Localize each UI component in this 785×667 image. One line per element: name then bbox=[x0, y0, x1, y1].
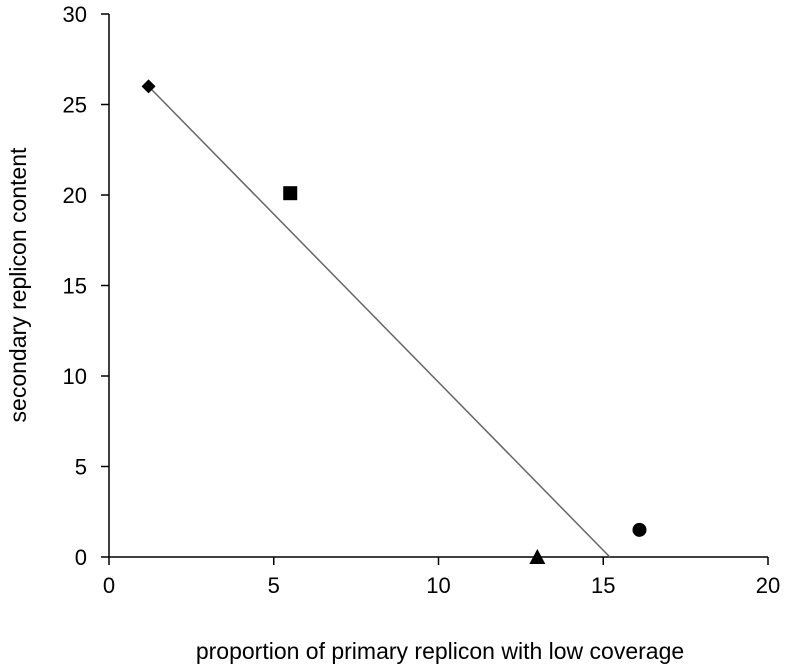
y-tick-label: 0 bbox=[75, 545, 87, 570]
y-tick-label: 5 bbox=[75, 455, 87, 480]
point-circle bbox=[632, 522, 647, 537]
trendline-group bbox=[148, 85, 611, 558]
axes: 0 5 10 15 20 0 5 10 15 20 25 30 bbox=[63, 2, 781, 598]
point-diamond bbox=[141, 79, 156, 94]
x-tick-label: 20 bbox=[756, 573, 780, 598]
trendline bbox=[148, 85, 611, 558]
y-tick-label: 10 bbox=[63, 364, 87, 389]
y-tick-label: 20 bbox=[63, 183, 87, 208]
x-tick-label: 0 bbox=[103, 573, 115, 598]
y-tick-label: 25 bbox=[63, 93, 87, 118]
point-square bbox=[283, 186, 298, 201]
data-points bbox=[141, 79, 647, 564]
x-axis-title: proportion of primary replicon with low … bbox=[196, 638, 684, 664]
x-tick-label: 15 bbox=[591, 573, 615, 598]
y-tick-label: 15 bbox=[63, 274, 87, 299]
y-tick-label: 30 bbox=[63, 2, 87, 27]
point-triangle bbox=[529, 549, 546, 564]
x-tick-label: 5 bbox=[268, 573, 280, 598]
x-tick-label: 10 bbox=[426, 573, 450, 598]
y-axis-title: secondary replicon content bbox=[5, 147, 31, 422]
